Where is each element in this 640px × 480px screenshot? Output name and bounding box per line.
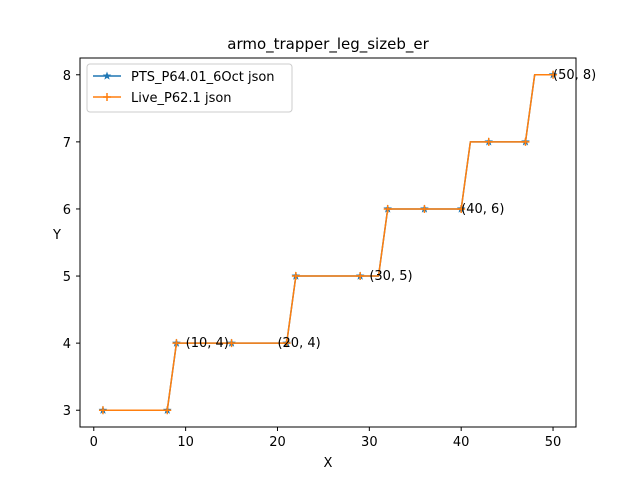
legend: PTS_P64.01_6Oct json Live_P62.1 json bbox=[86, 63, 293, 113]
legend-marker-symbol bbox=[103, 93, 111, 101]
y-tick-label: 8 bbox=[63, 69, 71, 84]
series-1 bbox=[98, 70, 558, 415]
data-point bbox=[457, 204, 466, 213]
x-tick-label: 50 bbox=[545, 435, 562, 450]
legend-marker-pts bbox=[102, 71, 112, 80]
data-point bbox=[172, 339, 181, 348]
x-axis: 0 10 20 30 40 50 bbox=[90, 427, 562, 450]
chart-title: armo_trapper_leg_sizeb_er bbox=[227, 35, 429, 54]
data-annotation: (50, 8) bbox=[553, 68, 596, 83]
data-point bbox=[282, 339, 291, 348]
legend-marker-symbol bbox=[102, 71, 112, 80]
y-tick-label: 5 bbox=[63, 270, 71, 285]
y-tick-label: 7 bbox=[63, 136, 71, 151]
y-tick-label: 4 bbox=[63, 337, 71, 352]
data-point bbox=[291, 272, 300, 281]
series-layer bbox=[98, 70, 558, 415]
x-tick-label: 0 bbox=[90, 435, 98, 450]
data-point bbox=[356, 272, 365, 281]
data-point bbox=[549, 70, 558, 79]
legend-box bbox=[86, 63, 293, 113]
data-annotation: (40, 6) bbox=[461, 202, 504, 217]
legend-marker-live bbox=[103, 93, 111, 101]
legend-label-pts: PTS_P64.01_6Oct json bbox=[131, 70, 275, 85]
legend-label-live: Live_P62.1 json bbox=[131, 91, 232, 106]
series-line bbox=[102, 74, 554, 411]
data-point bbox=[484, 137, 493, 146]
y-tick-label: 6 bbox=[63, 203, 71, 218]
y-axis: 3 4 5 6 7 8 bbox=[63, 69, 80, 419]
data-point bbox=[98, 406, 107, 415]
data-point bbox=[521, 137, 530, 146]
x-tick-label: 10 bbox=[177, 435, 194, 450]
annotation-layer: (10, 4) (20, 4) (30, 5) (40, 6) (50, 8) bbox=[186, 68, 597, 351]
data-point bbox=[227, 339, 236, 348]
plot-background bbox=[80, 58, 576, 427]
data-annotation: (30, 5) bbox=[369, 269, 412, 284]
data-annotation: (10, 4) bbox=[186, 336, 229, 351]
x-tick-label: 20 bbox=[269, 435, 286, 450]
x-tick-label: 30 bbox=[361, 435, 378, 450]
x-axis-label: X bbox=[324, 456, 333, 471]
data-point bbox=[420, 204, 429, 213]
y-tick-label: 3 bbox=[63, 404, 71, 419]
data-point bbox=[163, 406, 172, 415]
y-axis-label: Y bbox=[52, 228, 61, 243]
data-point bbox=[383, 204, 392, 213]
plot-frame bbox=[79, 57, 577, 428]
data-annotation: (20, 4) bbox=[277, 336, 320, 351]
x-tick-label: 40 bbox=[453, 435, 470, 450]
